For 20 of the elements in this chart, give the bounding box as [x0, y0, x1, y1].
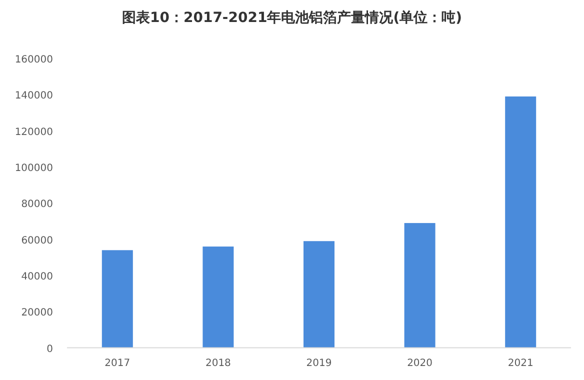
chart-title: 图表10：2017-2021年电池铝箔产量情况(单位：吨): [122, 9, 462, 26]
x-tick-label: 2018: [205, 358, 231, 369]
y-tick-label: 140000: [14, 90, 53, 102]
x-tick-label: 2020: [407, 358, 433, 369]
y-tick-label: 40000: [21, 271, 53, 282]
bar: [404, 223, 436, 348]
y-tick-label: 60000: [21, 235, 53, 246]
bar: [304, 241, 334, 348]
x-tick-label: 2021: [508, 358, 534, 369]
bar: [202, 246, 234, 348]
bar: [102, 250, 133, 348]
y-tick-label: 100000: [14, 162, 53, 174]
y-tick-label: 0: [46, 344, 53, 355]
y-tick-label: 160000: [14, 54, 53, 66]
y-tick-label: 120000: [14, 126, 53, 138]
x-tick-label: 2019: [306, 358, 332, 369]
y-tick-label: 20000: [21, 308, 53, 319]
x-tick-label: 2017: [104, 358, 130, 369]
bar: [505, 96, 536, 348]
y-tick-label: 80000: [21, 199, 53, 210]
